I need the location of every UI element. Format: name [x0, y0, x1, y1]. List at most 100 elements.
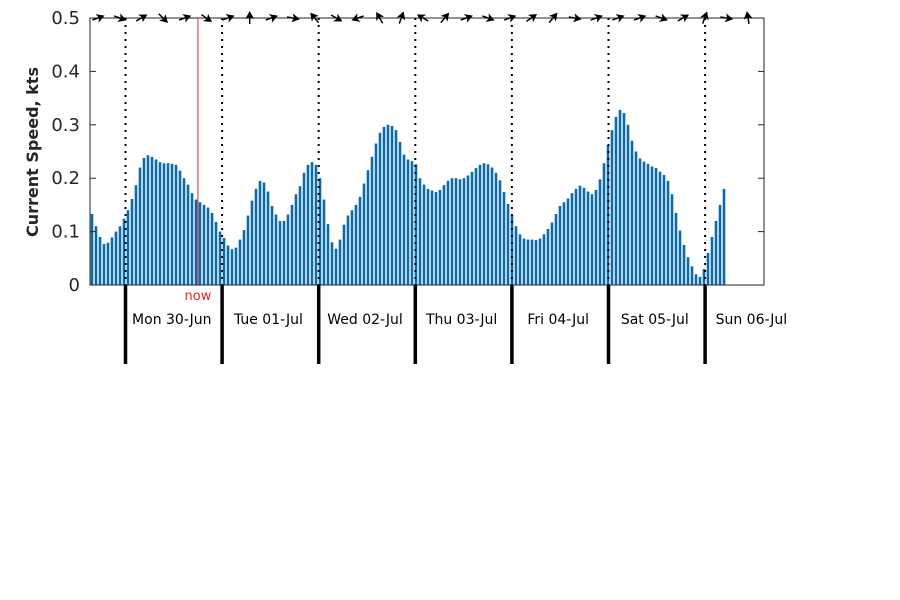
bar — [202, 204, 206, 285]
direction-arrow — [525, 13, 538, 23]
direction-arrow — [330, 13, 343, 22]
bar — [266, 191, 270, 285]
arrow-head — [159, 14, 168, 23]
day-label: Wed 02-Jul — [327, 312, 403, 328]
bar — [354, 204, 358, 285]
bar — [262, 182, 266, 285]
bar — [242, 230, 246, 285]
bar — [386, 124, 390, 285]
bar — [322, 199, 326, 285]
bar — [642, 161, 646, 285]
bar — [426, 188, 430, 285]
arrow-head — [637, 14, 647, 23]
bar — [182, 178, 186, 285]
bar — [458, 179, 462, 285]
bar — [186, 184, 190, 285]
direction-arrow — [720, 13, 734, 23]
arrow-head — [202, 13, 213, 23]
arrow-head — [245, 11, 255, 19]
bar — [330, 242, 334, 285]
day-label: Thu 03-Jul — [425, 312, 497, 328]
arrow-head — [724, 13, 734, 23]
bar — [94, 226, 98, 285]
bar — [258, 180, 262, 285]
bar — [378, 132, 382, 285]
bar — [158, 162, 162, 285]
bar — [410, 161, 414, 285]
bar — [530, 239, 534, 285]
arrow-head — [527, 13, 538, 23]
bar — [490, 167, 494, 285]
arrow-head — [548, 12, 558, 22]
arrow-head — [376, 11, 385, 22]
bar — [662, 175, 666, 285]
bar — [514, 226, 518, 285]
bar — [138, 167, 142, 285]
day-labels: Mon 30-Jun Tue 01-Jul Wed 02-Jul Thu 03-Jul… — [132, 312, 787, 328]
bar — [546, 228, 550, 285]
bar — [562, 202, 566, 285]
bar — [146, 155, 150, 285]
arrow-head — [485, 13, 495, 22]
bar — [714, 220, 718, 285]
bar — [582, 187, 586, 285]
direction-arrow — [396, 11, 406, 24]
bar — [466, 175, 470, 285]
arrow-head — [351, 13, 361, 22]
arrow-head — [700, 11, 709, 21]
bar — [498, 180, 502, 285]
direction-arrows — [92, 11, 753, 25]
bar — [382, 126, 386, 285]
bar — [306, 164, 310, 285]
day-label: Tue 01-Jul — [233, 312, 303, 328]
direction-arrow — [158, 13, 168, 23]
bar — [558, 205, 562, 285]
bar — [570, 193, 574, 285]
bar — [210, 212, 214, 285]
bar — [118, 226, 122, 285]
bar — [698, 276, 702, 285]
direction-arrow — [677, 14, 690, 23]
bar — [710, 236, 714, 285]
bar — [154, 159, 158, 285]
bar — [550, 222, 554, 285]
y-tick-label: 0.4 — [51, 61, 80, 82]
bar — [282, 220, 286, 285]
direction-arrow — [612, 14, 625, 23]
bar — [598, 179, 602, 285]
bar — [450, 178, 454, 285]
direction-arrow — [482, 13, 495, 22]
bar — [338, 239, 342, 285]
bar — [194, 199, 198, 285]
bar — [542, 234, 546, 285]
bar — [342, 224, 346, 285]
bar — [670, 194, 674, 285]
bar — [206, 207, 210, 285]
arrow-head — [679, 14, 690, 23]
day-label: Fri 04-Jul — [527, 312, 589, 328]
bar-series — [90, 109, 726, 286]
bar — [290, 204, 294, 285]
bar — [634, 151, 638, 285]
direction-arrow — [743, 11, 753, 25]
arrow-head — [291, 13, 300, 23]
bar — [326, 224, 330, 285]
direction-arrow — [568, 13, 582, 23]
bar — [98, 236, 102, 285]
bar — [334, 248, 338, 285]
arrow-head — [95, 14, 105, 23]
bar — [198, 202, 202, 285]
bar — [654, 168, 658, 285]
bar — [702, 268, 706, 285]
bar — [478, 164, 482, 285]
y-axis: 0 0.1 0.2 0.3 0.4 0.5 — [51, 8, 764, 296]
arrow-head — [507, 14, 517, 23]
bar — [502, 192, 506, 285]
bar — [434, 192, 438, 285]
direction-arrow — [286, 13, 300, 23]
plot-frame — [89, 17, 765, 286]
bar — [626, 124, 630, 285]
arrow-head — [615, 14, 625, 23]
bar — [462, 178, 466, 285]
